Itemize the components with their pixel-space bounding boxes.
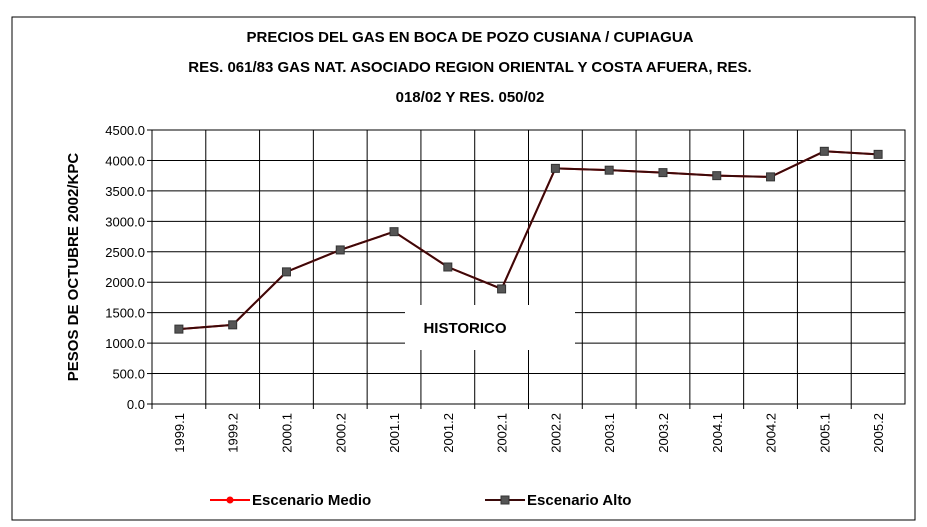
point <box>766 172 776 182</box>
point <box>500 495 510 505</box>
x-tick-label: 2003.2 <box>656 413 671 453</box>
x-tick-label: 2004.1 <box>710 413 725 453</box>
point <box>819 146 829 156</box>
x-tick-label: 1999.1 <box>172 413 187 453</box>
point <box>712 171 722 181</box>
y-tick-label: 1000.0 <box>105 336 145 351</box>
x-tick-label: 2005.1 <box>817 413 832 453</box>
legend-label: Escenario Alto <box>527 492 631 509</box>
point <box>873 149 883 159</box>
point <box>174 324 184 334</box>
chart-title: 018/02 Y RES. 050/02 <box>396 89 545 106</box>
x-tick-label: 2000.1 <box>279 413 294 453</box>
point <box>281 267 291 277</box>
point <box>443 262 453 272</box>
point <box>497 284 507 294</box>
x-tick-label: 1999.2 <box>226 413 241 453</box>
y-tick-label: 500.0 <box>112 367 145 382</box>
x-tick-label: 2000.2 <box>333 413 348 453</box>
chart-title: PRECIOS DEL GAS EN BOCA DE POZO CUSIANA … <box>247 29 694 46</box>
y-tick-label: 2000.0 <box>105 275 145 290</box>
point <box>550 163 560 173</box>
y-tick-label: 0.0 <box>127 397 145 412</box>
x-tick-label: 2005.2 <box>871 413 886 453</box>
point <box>226 496 234 504</box>
x-tick-label: 2003.1 <box>602 413 617 453</box>
point <box>389 227 399 237</box>
y-tick-label: 2500.0 <box>105 245 145 260</box>
y-tick-label: 4000.0 <box>105 153 145 168</box>
y-axis-label: PESOS DE OCTUBRE 2002/KPC <box>65 153 82 382</box>
point <box>658 168 668 178</box>
annotation-box <box>405 305 575 350</box>
legend-label: Escenario Medio <box>252 492 371 509</box>
point <box>335 245 345 255</box>
chart-title: RES. 061/83 GAS NAT. ASOCIADO REGION ORI… <box>188 59 751 76</box>
point <box>604 165 614 175</box>
x-tick-label: 2001.2 <box>441 413 456 453</box>
y-tick-label: 4500.0 <box>105 123 145 138</box>
x-tick-label: 2004.2 <box>764 413 779 453</box>
series-line <box>178 150 879 331</box>
annotation: HISTORICO <box>423 320 506 337</box>
x-tick-label: 2001.1 <box>387 413 402 453</box>
y-tick-label: 1500.0 <box>105 306 145 321</box>
y-tick-label: 3500.0 <box>105 184 145 199</box>
point <box>228 320 238 330</box>
x-tick-label: 2002.2 <box>548 413 563 453</box>
x-tick-label: 2002.1 <box>495 413 510 453</box>
y-tick-label: 3000.0 <box>105 214 145 229</box>
